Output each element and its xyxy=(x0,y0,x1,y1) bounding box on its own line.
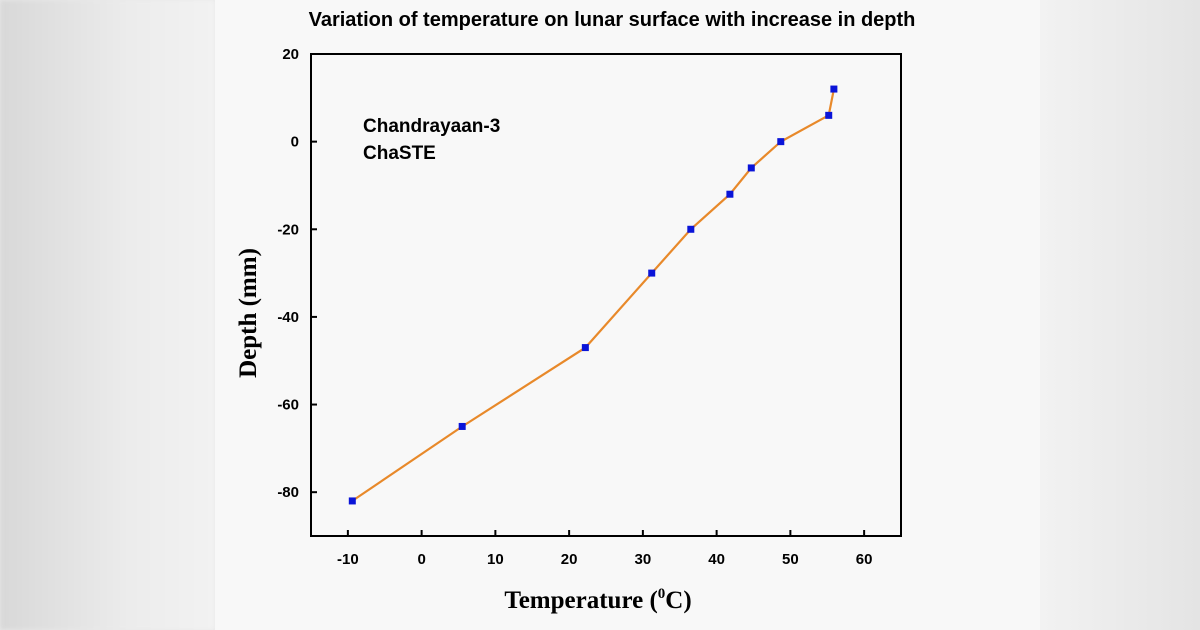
x-label-unit: C) xyxy=(665,587,691,614)
plot-frame xyxy=(310,53,902,537)
blurred-background-right xyxy=(1040,0,1200,630)
y-tick-label: 20 xyxy=(282,46,299,63)
data-point xyxy=(825,111,833,119)
blurred-background-left xyxy=(0,0,215,630)
y-axis-label: Depth (mm) xyxy=(235,248,262,378)
x-label-superscript: 0 xyxy=(658,586,666,602)
data-point xyxy=(687,225,695,233)
x-tick-label: 30 xyxy=(635,551,652,568)
x-axis-label: Temperature (0C) xyxy=(504,586,691,614)
data-point xyxy=(726,190,734,198)
series-line xyxy=(351,88,835,502)
y-tick-label: 0 xyxy=(291,134,299,151)
chart-panel xyxy=(215,0,1040,630)
x-tick-label: 10 xyxy=(487,551,504,568)
data-point xyxy=(830,85,838,93)
data-point xyxy=(581,344,589,352)
chart-title: Variation of temperature on lunar surfac… xyxy=(309,9,916,31)
x-tick-label: 60 xyxy=(856,551,873,568)
x-label-main: Temperature ( xyxy=(504,587,657,614)
y-tick-label: -80 xyxy=(277,484,299,501)
data-point xyxy=(458,422,466,430)
annotation-mission: Chandrayaan-3 xyxy=(363,116,500,137)
y-tick-label: -60 xyxy=(277,397,299,414)
x-tick-label: -10 xyxy=(337,551,359,568)
annotation-instrument: ChaSTE xyxy=(363,143,436,164)
x-tick-label: 0 xyxy=(417,551,425,568)
x-tick-label: 40 xyxy=(708,551,725,568)
data-point xyxy=(348,497,356,505)
x-tick-label: 50 xyxy=(782,551,799,568)
x-tick-label: 20 xyxy=(561,551,578,568)
data-point xyxy=(747,164,755,172)
y-tick-label: -20 xyxy=(277,221,299,238)
data-point xyxy=(648,269,656,277)
y-tick-label: -40 xyxy=(277,309,299,326)
data-point xyxy=(777,138,785,146)
